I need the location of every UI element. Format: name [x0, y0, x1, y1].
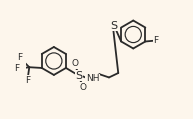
Text: F: F: [25, 76, 30, 85]
Text: S: S: [75, 71, 82, 81]
Text: O: O: [72, 59, 79, 68]
Text: S: S: [111, 21, 118, 31]
Text: F: F: [153, 36, 159, 45]
Text: F: F: [14, 64, 19, 73]
Text: O: O: [79, 83, 86, 92]
Text: NH: NH: [86, 74, 99, 83]
Text: F: F: [17, 53, 22, 62]
